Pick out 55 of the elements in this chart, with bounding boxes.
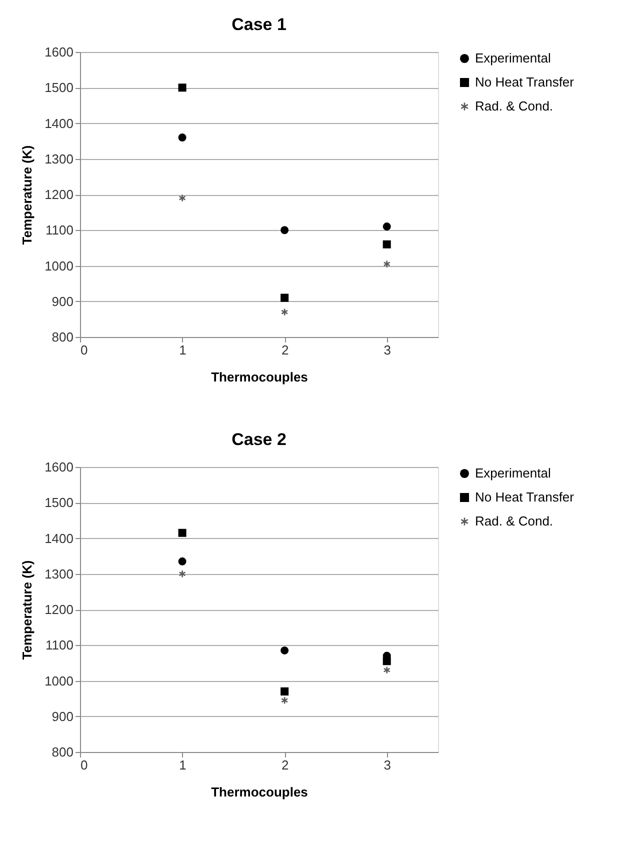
x-tick-label: 1 <box>179 758 186 772</box>
point <box>281 696 288 704</box>
y-tick-label: 1000 <box>44 673 74 688</box>
point <box>383 260 390 268</box>
y-tick-label: 800 <box>52 744 74 760</box>
y-tick-label: 1200 <box>44 602 74 617</box>
y-tick-label: 1100 <box>46 222 74 238</box>
y-tick-label: 1400 <box>44 530 74 546</box>
legend-label: Rad. & Cond. <box>475 514 554 528</box>
y-tick-label: 1100 <box>46 638 74 653</box>
y-tick-label: 900 <box>52 708 74 724</box>
x-tick-label: 0 <box>80 758 88 772</box>
y-tick-label: 1600 <box>44 44 74 60</box>
point <box>382 657 391 666</box>
point <box>178 84 186 92</box>
x-axis-title: Thermocouples <box>211 370 308 384</box>
point <box>280 294 289 302</box>
x-axis-title: Thermocouples <box>211 784 308 800</box>
y-tick-label: 800 <box>52 330 74 344</box>
legend-label: Experimental <box>475 50 551 66</box>
point <box>280 226 289 234</box>
y-tick-label: 1500 <box>44 495 74 510</box>
y-tick-label: 900 <box>52 294 74 309</box>
legend-label: No Heat Transfer <box>475 490 575 504</box>
y-tick-label: 1200 <box>44 187 74 202</box>
point <box>281 308 288 316</box>
y-tick-label: 1300 <box>44 566 74 582</box>
chart-title: Case 2 <box>232 430 286 449</box>
point <box>383 666 390 674</box>
x-tick-label: 1 <box>179 342 186 358</box>
point <box>382 240 391 248</box>
point <box>178 528 186 537</box>
x-tick-label: 0 <box>80 342 88 358</box>
x-tick-label: 3 <box>384 342 391 358</box>
point <box>280 687 289 696</box>
y-tick-label: 1400 <box>44 116 74 131</box>
point <box>178 570 186 578</box>
legend-label: Rad. & Cond. <box>475 98 554 114</box>
legend-label: No Heat Transfer <box>475 74 575 90</box>
legend-label: Experimental <box>475 466 551 480</box>
y-axis-title: Temperature (K) <box>20 560 35 660</box>
point <box>382 222 391 231</box>
y-axis-title: Temperature (K) <box>20 145 35 245</box>
chart-title: Case 1 <box>232 15 286 34</box>
x-tick-label: 2 <box>281 758 289 772</box>
point <box>280 646 289 654</box>
y-tick-label: 1000 <box>44 258 74 274</box>
point <box>178 557 186 566</box>
x-tick-label: 3 <box>384 758 391 772</box>
y-tick-label: 1300 <box>44 151 74 166</box>
x-tick-label: 2 <box>281 342 289 358</box>
point <box>178 194 186 202</box>
y-tick-label: 1600 <box>44 460 74 474</box>
point <box>178 134 186 142</box>
y-tick-label: 1500 <box>44 80 74 96</box>
